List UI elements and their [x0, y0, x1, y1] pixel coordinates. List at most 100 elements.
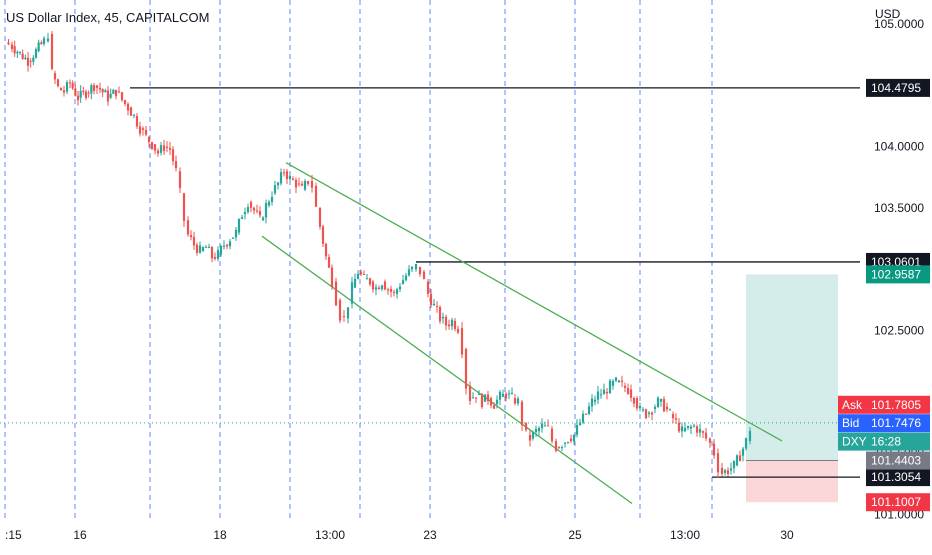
candle — [456, 325, 460, 335]
candle — [712, 439, 716, 459]
candle — [726, 467, 730, 477]
candle-body — [444, 316, 448, 326]
candle-body — [590, 398, 594, 407]
candle — [432, 299, 436, 306]
candle-body — [732, 460, 736, 469]
candle — [321, 224, 325, 248]
candle — [26, 51, 30, 72]
currency-label: USD — [875, 7, 901, 21]
candle — [546, 419, 550, 427]
candle-body — [186, 220, 190, 235]
candle-body — [53, 73, 57, 80]
candle-body — [689, 426, 693, 429]
candle-body — [468, 385, 472, 401]
candle — [395, 287, 399, 299]
candle — [641, 407, 645, 413]
candle-body — [192, 237, 196, 246]
candle — [225, 243, 229, 250]
candle-body — [596, 391, 600, 400]
stop-price-tag-bg — [866, 493, 930, 512]
candle-body — [318, 208, 322, 227]
candle — [282, 168, 286, 177]
candle — [7, 39, 10, 46]
candle — [210, 245, 214, 263]
candle — [389, 285, 393, 298]
candle — [156, 148, 160, 157]
target-price-tag[interactable]: 102.9587 — [866, 265, 930, 284]
candle — [635, 396, 639, 412]
candle — [744, 437, 748, 451]
candle — [324, 242, 328, 260]
level-price-tag[interactable]: 101.3054 — [866, 468, 930, 487]
candle — [21, 49, 24, 60]
candle — [602, 383, 606, 395]
candle-body — [644, 409, 648, 419]
candle-body — [252, 207, 256, 211]
candle — [135, 113, 139, 130]
candle — [46, 32, 50, 43]
candle-body — [368, 278, 372, 285]
candle-body — [726, 470, 730, 475]
bid-tag[interactable]: Bid 101.7476 — [838, 414, 930, 433]
entry-price-tag[interactable]: 101.4403 — [866, 451, 930, 470]
candle-body — [201, 247, 205, 251]
candle — [362, 270, 366, 276]
candle — [668, 408, 672, 411]
candle — [68, 79, 72, 89]
y-tick-label: 102.5000 — [874, 324, 924, 338]
candle-body — [623, 385, 627, 388]
candle-body — [584, 413, 588, 415]
candle-body — [723, 470, 727, 473]
candle — [138, 121, 142, 137]
candle — [294, 177, 298, 194]
candle-body — [310, 181, 314, 188]
candle-body — [483, 394, 487, 402]
candle-body — [90, 85, 93, 94]
candle — [141, 126, 145, 136]
x-tick-label: 25 — [568, 528, 582, 542]
entry-price-tag-bg — [866, 451, 930, 470]
channel-trendline[interactable] — [285, 162, 783, 442]
stop-price-tag[interactable]: 101.1007 — [866, 493, 930, 512]
candle — [240, 214, 244, 220]
candle-body — [401, 280, 405, 285]
candle-body — [153, 144, 157, 151]
candle — [90, 83, 93, 100]
candle-body — [677, 422, 681, 432]
candle-body — [314, 185, 318, 207]
candle-body — [620, 380, 624, 382]
x-tick-label: 30 — [780, 528, 794, 542]
candle — [303, 178, 307, 192]
candle — [186, 216, 190, 237]
candle — [513, 393, 517, 406]
target-zone[interactable] — [746, 274, 838, 461]
channel-trendline[interactable] — [261, 235, 633, 505]
candle — [383, 279, 387, 291]
candle — [593, 395, 597, 406]
candle — [34, 47, 38, 59]
candle-body — [74, 88, 77, 96]
candle — [56, 78, 60, 88]
candle-body — [704, 432, 708, 439]
candle-body — [471, 397, 475, 399]
ask-tag[interactable]: Ask 101.7805 — [838, 395, 930, 414]
candle — [65, 80, 69, 95]
candle-body — [237, 218, 241, 233]
candle-body — [656, 397, 660, 407]
stop-zone[interactable] — [746, 460, 838, 503]
candle — [182, 192, 186, 227]
candle-body — [626, 387, 630, 394]
candle — [560, 445, 564, 452]
candle — [252, 206, 256, 215]
symbol-tag[interactable]: DXY 16:28 — [838, 432, 930, 451]
chart-title: US Dollar Index, 45, CAPITALCOM — [6, 10, 210, 25]
candle-body — [359, 271, 363, 275]
candle-body — [34, 49, 38, 58]
candle — [708, 437, 712, 448]
candle-body — [414, 264, 418, 270]
candle-body — [50, 33, 54, 69]
level-price-tag[interactable]: 104.4795 — [866, 78, 930, 97]
candle-body — [342, 315, 346, 317]
